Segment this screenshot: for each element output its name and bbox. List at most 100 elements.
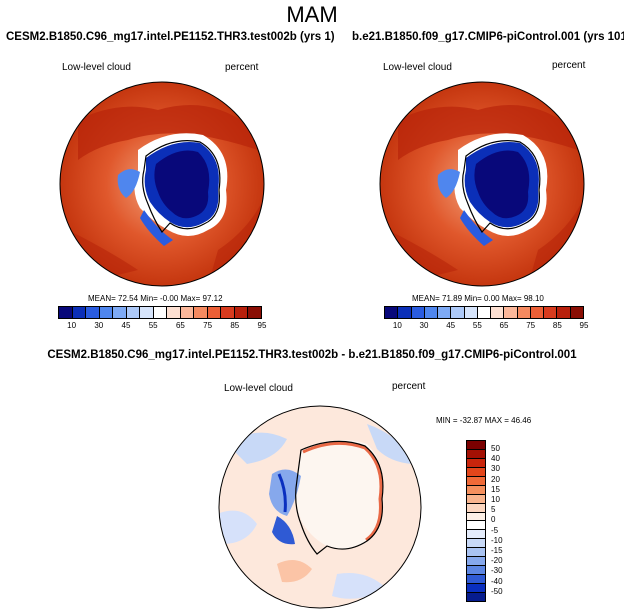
colorbar-tick-label: -30 [491,566,503,576]
panel2-stats: MEAN= 71.89 Min= 0.00 Max= 98.10 [412,294,544,303]
panel1-colorbar-ticks: 10 30 45 55 65 75 85 95 [58,321,266,331]
colorbar-tick-label: 65 [175,321,185,330]
colorbar-tick-label: 5 [491,505,496,515]
colorbar-swatch [467,548,485,558]
panel2-colorbar-ticks: 10 30 45 55 65 75 85 95 [384,321,589,331]
colorbar-tick-label: 10 [392,321,402,330]
colorbar-swatch [467,441,485,450]
panel2-polar-map [379,81,585,287]
panel1-stats: MEAN= 72.54 Min= -0.00 Max= 97.12 [88,294,223,303]
colorbar-swatch [467,575,485,584]
colorbar-swatch [467,467,485,477]
colorbar-tick-label: -10 [491,535,503,545]
colorbar-swatch [467,584,485,593]
colorbar-swatch [504,307,518,318]
colorbar-swatch [467,530,485,540]
colorbar-swatch [140,307,154,318]
colorbar-tick-label: 85 [552,321,562,330]
panel1-units-label: percent [225,62,259,73]
colorbar-swatch [438,307,452,318]
colorbar-swatch [467,494,485,504]
colorbar-swatch [544,307,558,318]
colorbar-tick-label: 65 [499,321,509,330]
colorbar-tick-label: 50 [491,444,500,453]
colorbar-tick-label: -5 [491,525,499,535]
colorbar-swatch [517,307,531,318]
panel3-colorbar-ticks: 50 40 30 20 15 10 5 0 -5 -10 -15 -20 -30 -40 -50 [491,440,521,602]
colorbar-tick-label: 95 [257,321,267,330]
colorbar-tick-label: 10 [491,495,500,504]
colorbar-swatch [491,307,505,318]
colorbar-swatch [530,307,545,318]
colorbar-swatch [424,307,439,318]
colorbar-tick-label: 15 [491,484,500,494]
colorbar-swatch [72,307,87,318]
colorbar-swatch [398,307,412,318]
colorbar-swatch [59,307,73,318]
colorbar-tick-label: 95 [579,321,589,330]
colorbar-tick-label: -40 [491,576,503,586]
colorbar-swatch [557,307,571,318]
colorbar-swatch [99,307,114,318]
panel1-polar-map [59,81,265,287]
colorbar-tick-label: 30 [491,464,500,474]
colorbar-tick-label: -50 [491,586,503,596]
colorbar-tick-label: 0 [491,515,496,525]
colorbar-swatch [467,458,485,468]
panel2-units-label: percent [552,60,586,71]
colorbar-swatch [570,307,583,318]
colorbar-swatch [477,307,492,318]
colorbar-swatch [467,449,485,459]
colorbar-swatch [113,307,127,318]
colorbar-swatch [86,307,100,318]
colorbar-tick-label: 10 [67,321,77,330]
colorbar-tick-label: 45 [446,321,456,330]
panel3-units-label: percent [392,381,426,392]
panel2-colorbar [384,306,584,319]
figure-title: MAM [286,2,338,27]
panel1-case-title: CESM2.B1850.C96_mg17.intel.PE1152.THR3.t… [6,31,335,43]
colorbar-tick-label: 85 [230,321,240,330]
colorbar-swatch [167,307,181,318]
colorbar-swatch [451,307,465,318]
panel3-stats: MIN = -32.87 MAX = 46.46 [436,416,532,425]
colorbar-swatch [467,512,485,522]
colorbar-tick-label: 75 [203,321,213,330]
panel2-variable-label: Low-level cloud [383,62,452,73]
colorbar-swatch [467,592,485,601]
colorbar-swatch [467,557,485,567]
colorbar-swatch [467,476,485,486]
panel1-variable-label: Low-level cloud [62,62,131,73]
colorbar-swatch [194,307,208,318]
colorbar-swatch [126,307,141,318]
colorbar-tick-label: 55 [148,321,158,330]
colorbar-tick-label: -15 [491,546,503,555]
colorbar-swatch [467,503,485,513]
colorbar-tick-label: 30 [94,321,104,330]
colorbar-swatch [385,307,399,318]
colorbar-swatch [234,307,249,318]
colorbar-tick-label: 30 [419,321,429,330]
colorbar-tick-label: -20 [491,556,503,566]
panel2-case-title: b.e21.B1850.f09_g17.CMIP6-piControl.001 … [352,31,624,43]
colorbar-swatch [464,307,478,318]
colorbar-swatch [153,307,168,318]
colorbar-tick-label: 75 [526,321,536,330]
colorbar-swatch [467,521,485,531]
colorbar-swatch [467,485,485,495]
colorbar-tick-label: 55 [472,321,482,330]
panel3-case-title: CESM2.B1850.C96_mg17.intel.PE1152.THR3.t… [47,349,577,361]
colorbar-swatch [467,539,485,549]
panel3-colorbar [466,440,486,602]
colorbar-tick-label: 45 [121,321,131,330]
colorbar-tick-label: 20 [491,474,500,484]
panel3-variable-label: Low-level cloud [224,383,293,394]
colorbar-swatch [248,307,261,318]
panel3-polar-map [218,405,422,609]
colorbar-swatch [207,307,222,318]
colorbar-tick-label: 40 [491,454,500,464]
colorbar-swatch [467,566,485,576]
colorbar-swatch [411,307,425,318]
colorbar-swatch [180,307,195,318]
panel1-colorbar [58,306,262,319]
